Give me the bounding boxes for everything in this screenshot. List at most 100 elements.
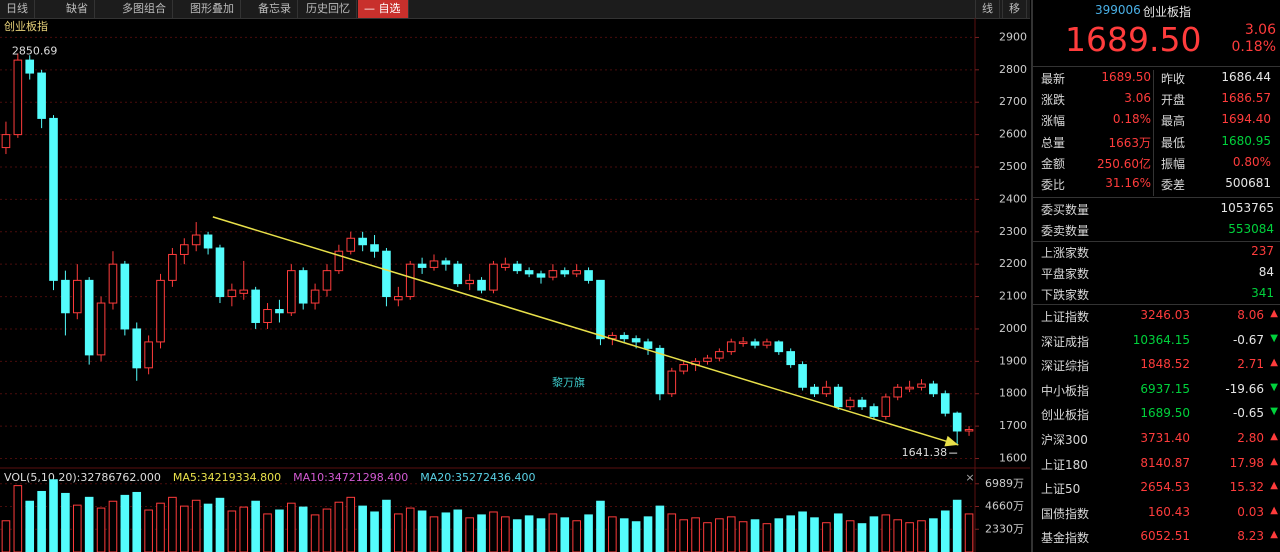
stat-value: 31.16% — [1105, 176, 1151, 190]
candle-body — [429, 260, 439, 268]
index-name[interactable]: 创业板指 — [1041, 408, 1090, 423]
volume-bar — [25, 500, 35, 552]
volume-bar — [1, 520, 11, 552]
stat-label: 振幅 — [1161, 156, 1186, 171]
candle-body — [833, 386, 843, 408]
index-name[interactable]: 上证50 — [1041, 482, 1081, 497]
candle-body — [72, 279, 82, 314]
candle-body — [524, 270, 534, 275]
stat-value: 1689.50 — [1101, 70, 1151, 84]
candle-body — [655, 347, 665, 395]
volume-bar — [845, 520, 855, 552]
volume-bar — [263, 513, 272, 552]
volume-bar — [584, 514, 593, 552]
volume-bar — [132, 491, 142, 552]
index-change: 8.23 — [1237, 529, 1264, 544]
index-value: 10364.15 — [1132, 332, 1190, 347]
y-tick-label: 6989万 — [985, 477, 1024, 490]
candle-body — [394, 296, 403, 301]
candle-body — [287, 270, 296, 314]
volume-bar — [370, 511, 379, 552]
breadth-value: 84 — [1258, 265, 1274, 279]
y-tick-label: 2000 — [999, 322, 1027, 335]
index-name[interactable]: 国债指数 — [1041, 506, 1090, 521]
candle-body — [191, 234, 201, 246]
tab-active[interactable]: — 自选 — [358, 0, 409, 18]
toolbar-button[interactable]: 移 — [1002, 0, 1027, 18]
close-icon: × — [965, 471, 974, 484]
index-value: 6937.15 — [1140, 381, 1190, 396]
chart-title: 创业板指 — [4, 19, 48, 33]
candle-body — [215, 247, 225, 298]
candle-body — [572, 270, 581, 275]
candle-body — [346, 237, 356, 252]
volume-bar — [394, 513, 403, 552]
stat-label: 委比 — [1041, 178, 1066, 192]
index-name[interactable]: 中小板指 — [1041, 383, 1090, 398]
candle-body — [929, 383, 938, 395]
index-value: 3246.03 — [1140, 308, 1190, 322]
stat-value: 250.60亿 — [1097, 156, 1151, 171]
quote-change: 3.06 — [1244, 22, 1276, 38]
candle-body — [643, 341, 653, 349]
tab[interactable]: 缺省 — [60, 0, 95, 18]
index-name[interactable]: 深证综指 — [1041, 359, 1090, 374]
candle-body — [798, 364, 807, 388]
volume-bar — [191, 499, 201, 552]
candle-body — [1, 134, 11, 149]
index-name[interactable]: 深证成指 — [1041, 334, 1090, 349]
candle-body — [477, 279, 486, 291]
volume-bar — [215, 497, 225, 552]
stat-value: 500681 — [1225, 176, 1271, 190]
quote-price: 1689.50 — [1065, 20, 1202, 59]
index-arrow: ▲ — [1270, 308, 1278, 319]
y-tick-label: 1700 — [999, 419, 1027, 432]
y-tick-label: 4660万 — [985, 500, 1024, 513]
tab[interactable]: 图形叠加 — [184, 0, 241, 18]
candle-body — [905, 386, 914, 390]
candle-body — [322, 270, 332, 291]
index-arrow: ▲ — [1270, 357, 1278, 369]
index-value: 8140.87 — [1140, 455, 1190, 470]
index-name[interactable]: 上证180 — [1041, 457, 1088, 472]
toolbar-button[interactable]: 线 — [975, 0, 1000, 18]
candle-body — [358, 237, 367, 246]
index-value: 6052.51 — [1140, 529, 1190, 544]
volume-bar — [156, 502, 165, 552]
index-name[interactable]: 上证指数 — [1041, 310, 1090, 324]
volume-bar — [405, 507, 415, 552]
candle-body — [203, 234, 213, 249]
candle-body — [881, 396, 891, 417]
candle-body — [631, 338, 641, 343]
volume-bar — [429, 516, 439, 552]
volume-bar — [750, 519, 760, 552]
stat-label: 昨收 — [1161, 72, 1186, 86]
index-change: -19.66 — [1225, 381, 1264, 396]
candle-body — [489, 263, 498, 291]
candle-body — [715, 351, 724, 359]
index-name[interactable]: 沪深300 — [1041, 433, 1088, 447]
volume-bar — [489, 511, 498, 552]
tab[interactable]: 日线 — [0, 0, 35, 18]
volume-bar — [691, 517, 700, 552]
separator — [1033, 197, 1280, 198]
candle-body — [774, 341, 784, 353]
stat-value: 0.80% — [1232, 154, 1271, 169]
candle-body — [84, 279, 94, 356]
tab[interactable]: 多图组合 — [116, 0, 173, 18]
volume-bar — [940, 510, 950, 552]
candle-body — [548, 270, 558, 278]
volume-bar — [465, 517, 474, 552]
volume-bar — [905, 522, 914, 552]
candle-body — [310, 289, 320, 304]
tab[interactable]: 备忘录 — [252, 0, 298, 18]
candle-body — [584, 270, 593, 281]
depth-label: 委卖数量 — [1041, 224, 1090, 238]
volume-bar — [917, 520, 926, 552]
tab[interactable]: 历史回忆 — [300, 0, 357, 18]
volume-bar — [298, 506, 308, 552]
volume-bar — [738, 521, 748, 552]
index-name[interactable]: 基金指数 — [1041, 531, 1090, 546]
volume-bar — [441, 512, 451, 552]
